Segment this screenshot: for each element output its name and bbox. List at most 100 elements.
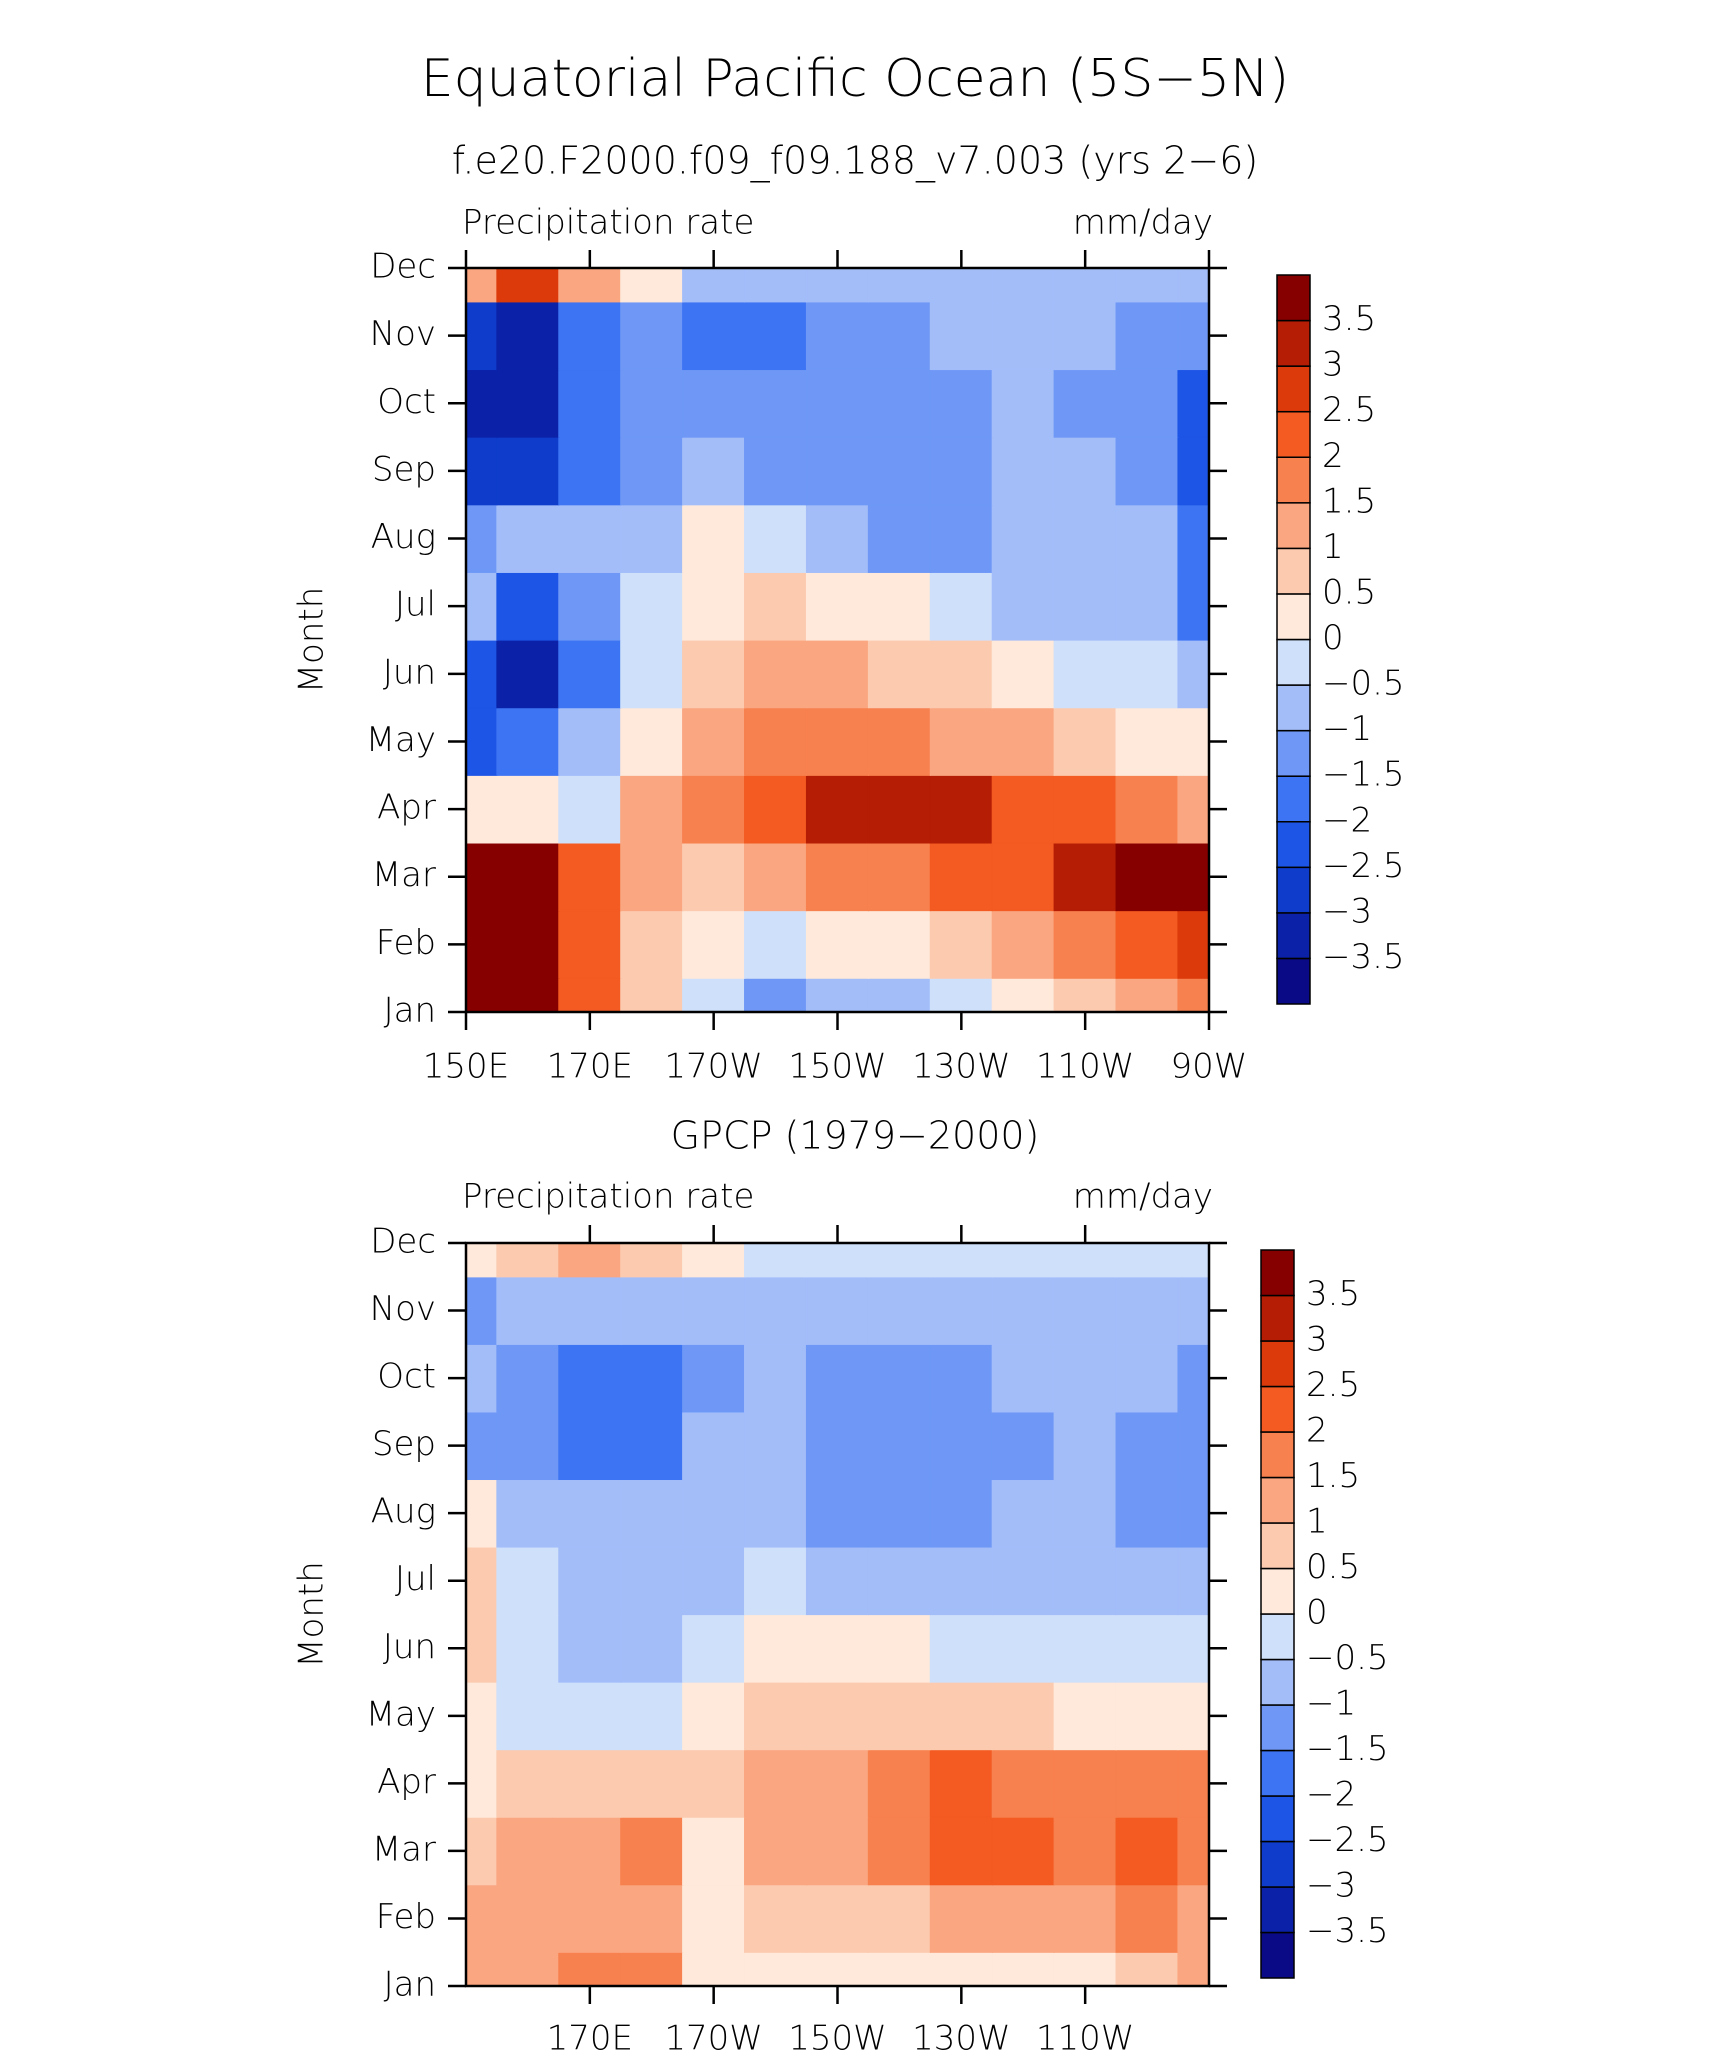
contour-cell <box>496 571 560 641</box>
contour-cell <box>867 504 931 573</box>
left-string: Precipitation rate <box>462 1177 754 1217</box>
colorbar-box <box>1260 1886 1295 1934</box>
contour-cell <box>991 1343 1055 1413</box>
contour-cell <box>620 639 684 709</box>
contour-cell <box>867 267 931 303</box>
contour-cell <box>991 1816 1055 1886</box>
contour-cell <box>929 1411 993 1481</box>
colorbar-box <box>1276 365 1311 413</box>
contour-cell <box>620 1613 684 1683</box>
contour-cell <box>805 639 870 709</box>
contour-cell <box>867 639 931 709</box>
contour-cell <box>465 1343 498 1413</box>
contour-cell <box>558 571 622 641</box>
contour-cell <box>496 267 560 303</box>
colorbar-label: 3.5 <box>1322 299 1376 339</box>
contour-cell <box>1177 436 1210 506</box>
contour-cell <box>929 774 993 844</box>
contour-cell <box>465 639 498 709</box>
contour-cell <box>744 1884 808 1953</box>
contour-cell <box>620 436 684 506</box>
contour-panel: 170E 170W 150W 130W 110W Jan Feb Mar Apr May Jun Ju… <box>292 1114 1389 2059</box>
colorbar-box <box>1276 957 1311 1005</box>
contour-cell <box>1115 504 1179 573</box>
contour-cell <box>744 1478 808 1548</box>
contour-cell <box>867 909 931 979</box>
contour-cell <box>465 1276 498 1345</box>
contour-cell <box>929 639 993 709</box>
contour-cell <box>496 1748 560 1818</box>
contour-cell <box>496 301 560 371</box>
contour-cell <box>929 1681 993 1751</box>
contour-cell <box>620 368 684 438</box>
colorbar-label: −0.5 <box>1306 1638 1389 1678</box>
contour-cell <box>867 1242 931 1278</box>
contour-cell <box>558 267 622 303</box>
colorbar-box <box>1276 274 1311 322</box>
colorbar-box <box>1260 1931 1295 1979</box>
contour-cell <box>496 1546 560 1616</box>
contour-cell <box>1053 707 1117 776</box>
contour-cell <box>496 1343 560 1413</box>
x-tick-label: 150W <box>788 2019 887 2059</box>
colorbar-label: 0 <box>1322 618 1344 658</box>
contour-cell <box>558 1546 622 1616</box>
contour-cell <box>991 1951 1055 1987</box>
contour-cell <box>682 1816 746 1886</box>
contour-cell <box>744 1546 808 1616</box>
contour-cell <box>1053 1816 1117 1886</box>
contour-cell <box>1177 1884 1210 1953</box>
contour-cell <box>682 909 746 979</box>
colorbar-label: −1 <box>1322 709 1372 749</box>
contour-cell <box>496 909 560 979</box>
colorbar-box <box>1276 912 1311 960</box>
contour-cell <box>620 1276 684 1345</box>
colorbar-label: −3.5 <box>1322 937 1405 977</box>
y-tick-label: Aug <box>371 1492 436 1532</box>
contour-cell <box>929 571 993 641</box>
contour-cell <box>929 909 993 979</box>
contour-cell <box>991 842 1055 912</box>
y-tick-label: Jun <box>383 1627 436 1667</box>
contour-cell <box>867 1681 931 1751</box>
contour-cell <box>496 1276 560 1345</box>
colorbar-label: 2 <box>1306 1411 1328 1451</box>
contour-cell <box>991 707 1055 776</box>
contour-cell <box>867 1613 931 1683</box>
contour-cell <box>929 1613 993 1683</box>
contour-cell <box>805 368 870 438</box>
contour-cell <box>991 301 1055 371</box>
contour-cell <box>1115 1816 1179 1886</box>
contour-cell <box>744 1276 808 1345</box>
contour-cell <box>465 301 498 371</box>
contour-cell <box>558 1478 622 1548</box>
contour-cell <box>1115 1242 1179 1278</box>
contour-cell <box>1115 909 1179 979</box>
contour-cell <box>682 707 746 776</box>
colorbar-label: −3 <box>1306 1866 1356 1906</box>
contour-cell <box>1177 1276 1210 1345</box>
contour-cell <box>744 267 808 303</box>
contour-cell <box>1115 571 1179 641</box>
contour-cell <box>1053 504 1117 573</box>
contour-cell <box>744 571 808 641</box>
contour-cell <box>867 1951 931 1987</box>
colorbar-label: 1.5 <box>1322 481 1376 521</box>
contour-cell <box>682 267 746 303</box>
contour-cell <box>465 267 498 303</box>
contour-cell <box>558 504 622 573</box>
colorbar-label: −2 <box>1322 800 1372 840</box>
contour-cell <box>991 639 1055 709</box>
contour-cell <box>744 1681 808 1751</box>
colorbar-box <box>1276 638 1311 686</box>
contour-cell <box>682 504 746 573</box>
contour-cell <box>1115 1951 1179 1987</box>
colorbar-label: 3 <box>1306 1320 1328 1360</box>
contour-cell <box>496 504 560 573</box>
contour-cell <box>805 1613 870 1683</box>
contour-cell <box>929 1884 993 1953</box>
contour-cell <box>1115 436 1179 506</box>
colorbar-label: 1.5 <box>1306 1456 1360 1496</box>
contour-cell <box>991 368 1055 438</box>
contour-cell <box>991 1276 1055 1345</box>
